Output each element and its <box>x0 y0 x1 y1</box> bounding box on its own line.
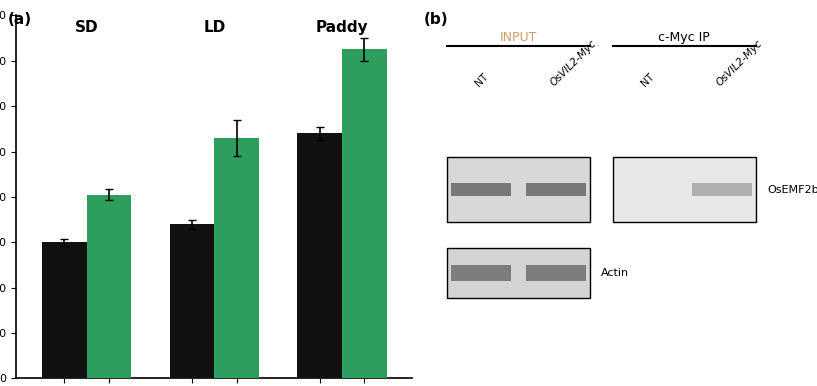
Text: (a): (a) <box>8 12 33 27</box>
Text: Actin: Actin <box>601 268 630 278</box>
Text: OsVIL2-Myc: OsVIL2-Myc <box>548 38 599 88</box>
Bar <box>617 183 676 196</box>
Text: SD: SD <box>75 20 98 35</box>
Bar <box>42 242 87 378</box>
Bar <box>447 248 590 298</box>
Bar <box>170 224 214 378</box>
Bar <box>450 183 511 196</box>
Bar <box>613 157 756 222</box>
Bar <box>526 266 587 281</box>
Text: NT: NT <box>639 71 656 88</box>
Text: OsVIL2-Myc: OsVIL2-Myc <box>715 38 765 88</box>
Bar <box>342 49 386 378</box>
Bar <box>450 266 511 281</box>
Bar <box>692 183 752 196</box>
Text: (b): (b) <box>424 12 449 27</box>
Text: c-Myc IP: c-Myc IP <box>659 32 710 44</box>
Bar <box>87 195 132 378</box>
Bar <box>214 138 259 378</box>
Text: NT: NT <box>473 71 490 88</box>
Text: LD: LD <box>203 20 225 35</box>
Text: Paddy: Paddy <box>316 20 368 35</box>
Bar <box>526 183 587 196</box>
Bar <box>447 157 590 222</box>
Text: INPUT: INPUT <box>500 32 537 44</box>
Text: OsEMF2b-HA: OsEMF2b-HA <box>767 185 817 195</box>
Bar <box>297 134 342 378</box>
